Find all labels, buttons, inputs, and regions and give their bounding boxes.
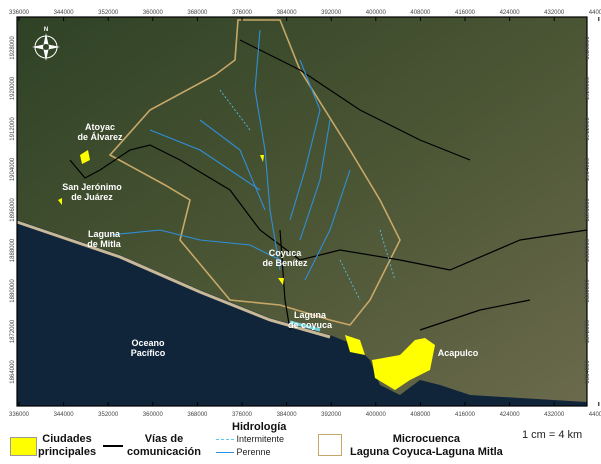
- y-tick-label: 1920000: [585, 76, 591, 100]
- cities: [58, 150, 435, 390]
- roads-label-1: Vías de: [144, 433, 184, 445]
- place-label: de Mitla: [87, 239, 121, 249]
- y-tick-label: 1904000: [10, 157, 16, 181]
- x-tick-label: 384000: [277, 412, 298, 418]
- x-axis-ticks: 336000 336000 344000 344000 352000 352000 3600…: [9, 10, 601, 418]
- y-tick-label: 1904000: [585, 157, 591, 181]
- basin-label-2: Laguna Coyuca-Laguna Mitla: [350, 446, 503, 458]
- scale-text: 1 cm = 4 km: [522, 429, 583, 441]
- x-tick-label: 416000: [455, 10, 476, 16]
- y-axis-ticks: 1928000 1928000 1920000 1920000 1912000 19120…: [10, 36, 591, 384]
- x-tick-label: 408000: [410, 412, 431, 418]
- x-tick-label: 344000: [54, 10, 75, 16]
- y-tick-label: 1888000: [10, 238, 16, 262]
- y-tick-label: 1880000: [585, 279, 591, 303]
- place-label: Oceano: [131, 338, 165, 348]
- x-tick-label: 408000: [410, 10, 431, 16]
- north-arrow: N: [32, 27, 60, 61]
- legend-cities: Ciudades principales: [10, 433, 96, 459]
- x-tick-label: 440000: [589, 10, 601, 16]
- perennial-swatch: [216, 452, 234, 454]
- x-tick-label: 360000: [143, 412, 164, 418]
- cities-swatch: [10, 437, 37, 456]
- intermittent-swatch: [216, 439, 234, 441]
- y-tick-label: 1928000: [585, 36, 591, 60]
- x-tick-label: 344000: [54, 412, 75, 418]
- x-tick-label: 424000: [500, 10, 521, 16]
- ocean: [17, 220, 587, 406]
- x-tick-label: 416000: [455, 412, 476, 418]
- roads: [69, 39, 588, 331]
- x-tick-label: 376000: [232, 10, 253, 16]
- place-label: Laguna: [88, 229, 121, 239]
- x-tick-label: 392000: [321, 412, 342, 418]
- place-label: Atoyac: [85, 122, 115, 132]
- x-tick-label: 432000: [544, 10, 565, 16]
- x-tick-label: 432000: [544, 412, 565, 418]
- legend-roads: Vías de comunicación: [103, 433, 201, 459]
- cities-label-2: principales: [38, 446, 97, 458]
- x-tick-label: 384000: [277, 10, 298, 16]
- north-label: N: [44, 27, 48, 33]
- legend-basin: Microcuenca Laguna Coyuca-Laguna Mitla: [318, 433, 503, 459]
- place-label: Acapulco: [438, 348, 479, 358]
- y-tick-label: 1896000: [585, 198, 591, 222]
- y-tick-label: 1864000: [585, 360, 591, 384]
- x-tick-label: 360000: [143, 10, 164, 16]
- x-tick-label: 352000: [98, 10, 119, 16]
- y-tick-label: 1928000: [10, 36, 16, 60]
- legend-hydro-title: Hidrología: [232, 421, 287, 433]
- y-tick-label: 1880000: [10, 279, 16, 303]
- place-label: Laguna: [294, 310, 327, 320]
- legend-perennial: Perenne: [216, 447, 271, 457]
- map-frame: [16, 16, 588, 407]
- y-tick-label: 1920000: [10, 76, 16, 100]
- x-tick-label: 352000: [98, 412, 119, 418]
- x-tick-label: 400000: [366, 10, 387, 16]
- perennial-label: Perenne: [236, 447, 271, 457]
- place-label: Pacífico: [131, 348, 166, 358]
- x-tick-label: 336000: [9, 412, 30, 418]
- place-label: de Benítez: [262, 258, 308, 268]
- cities-label-1: Ciudades: [42, 433, 92, 445]
- x-tick-label: 424000: [500, 412, 521, 418]
- intermittent-label: Intermitente: [236, 434, 285, 444]
- x-tick-label: 392000: [321, 10, 342, 16]
- perennial-rivers: [109, 29, 351, 281]
- y-tick-label: 1912000: [10, 117, 16, 141]
- x-tick-label: 368000: [187, 412, 208, 418]
- roads-label-2: comunicación: [127, 446, 201, 458]
- basin-outline: [108, 19, 401, 326]
- place-label: Coyuca: [269, 248, 303, 258]
- place-label: de coyuca: [288, 320, 333, 330]
- laguna-coyuca: [289, 320, 321, 332]
- place-label: de Juárez: [71, 192, 113, 202]
- y-tick-label: 1896000: [10, 198, 16, 222]
- basin-label-1: Microcuenca: [392, 433, 461, 445]
- y-tick-label: 1872000: [585, 319, 591, 343]
- place-label: de Álvarez: [77, 132, 123, 142]
- y-tick-label: 1912000: [585, 117, 591, 141]
- x-tick-label: 400000: [366, 412, 387, 418]
- x-tick-label: 376000: [232, 412, 253, 418]
- roads-swatch: [103, 445, 123, 447]
- beach: [16, 220, 331, 339]
- legend-intermittent: Intermitente: [216, 434, 284, 444]
- x-tick-label: 368000: [187, 10, 208, 16]
- intermittent-rivers: [219, 89, 396, 301]
- x-tick-label: 440000: [589, 412, 601, 418]
- x-tick-label: 336000: [9, 10, 30, 16]
- y-tick-label: 1864000: [10, 360, 16, 384]
- basin-swatch: [318, 434, 342, 456]
- y-tick-label: 1872000: [10, 319, 16, 343]
- place-label: San Jerónimo: [62, 182, 122, 192]
- y-tick-label: 1888000: [585, 238, 591, 262]
